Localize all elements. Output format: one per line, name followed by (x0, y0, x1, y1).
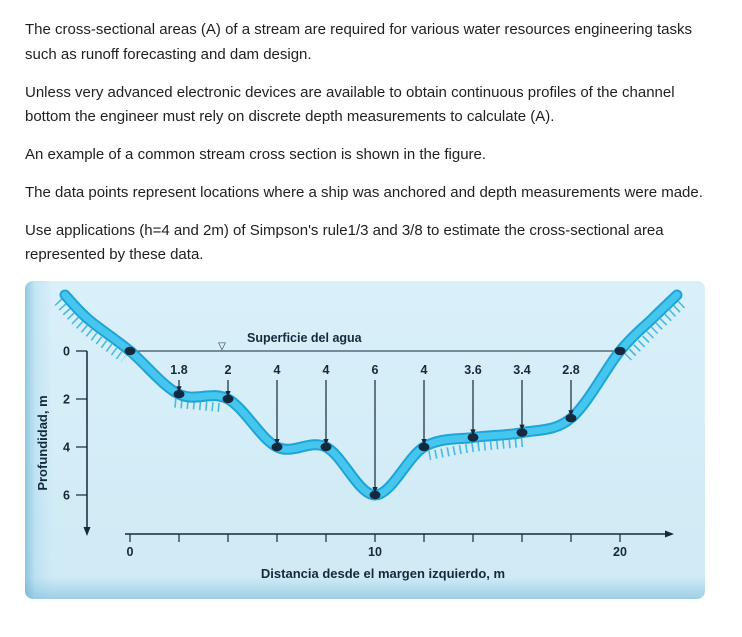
paragraph-measurement: Unless very advanced electronic devices … (25, 83, 675, 126)
problem-text: The cross-sectional areas (A) of a strea… (25, 18, 722, 268)
data-point (320, 442, 332, 452)
problem-page: The cross-sectional areas (A) of a strea… (25, 18, 722, 599)
paragraph-datapoints: The data points represent locations wher… (25, 183, 703, 201)
data-point (222, 394, 234, 404)
stream-cross-section-figure: 1.8 2 4 4 6 4 3.6 3.4 2.8 ▽ Superficie del agua 0 2 4… (25, 281, 705, 599)
depth-value-label: 6 (372, 363, 379, 377)
depth-value-label: 2.8 (562, 363, 579, 377)
data-point (467, 433, 479, 442)
depth-value-label: 4 (323, 363, 330, 377)
sounding-arrowhead (323, 439, 329, 446)
bank-hatching (174, 398, 224, 413)
sounding-arrowhead (372, 487, 378, 494)
data-point (418, 442, 430, 452)
y-tick-label: 0 (63, 345, 70, 359)
depth-value-label: 3.4 (513, 363, 530, 377)
x-axis-title: Distancia desde el margen izquierdo, m (261, 566, 505, 581)
y-tick-label: 6 (63, 489, 70, 503)
paragraph-task: Use applications (h=4 and 2m) of Simpson… (25, 221, 664, 264)
depth-value-label: 3.6 (464, 363, 481, 377)
water-surface-marker-icon: ▽ (218, 341, 226, 352)
sounding-arrowhead (421, 439, 427, 446)
depth-value-label: 4 (274, 363, 281, 377)
channel-bottom-outline (59, 289, 683, 501)
paragraph-intro: The cross-sectional areas (A) of a strea… (25, 21, 692, 63)
bank-hatching (624, 298, 688, 361)
data-point (271, 442, 283, 452)
data-point (173, 390, 185, 399)
data-point (124, 346, 136, 356)
y-tick-label: 4 (63, 441, 70, 455)
sounding-arrowhead (519, 424, 525, 432)
depth-value-label: 1.8 (170, 363, 187, 377)
water-surface-label: Superficie del agua (247, 331, 363, 345)
x-tick-label: 20 (613, 545, 627, 559)
y-axis-title: Profundidad, m (35, 395, 50, 490)
x-tick-label: 0 (127, 545, 134, 559)
sounding-arrowhead (568, 410, 574, 417)
depth-value-label: 4 (421, 363, 428, 377)
sounding-arrowhead (176, 386, 182, 393)
y-axis-arrowhead (83, 527, 91, 536)
paragraph-example: An example of a common stream cross sect… (25, 146, 487, 163)
data-point (516, 428, 528, 437)
data-point (369, 490, 381, 500)
data-point (565, 414, 577, 423)
x-axis-arrowhead (665, 530, 674, 538)
sounding-arrowhead (274, 439, 280, 446)
y-tick-label: 2 (63, 393, 70, 407)
sounding-arrowhead (225, 391, 231, 398)
data-point (614, 346, 626, 356)
bank-hatching (54, 298, 127, 363)
sounding-arrowhead (470, 429, 476, 436)
cross-section-chart: 1.8 2 4 4 6 4 3.6 3.4 2.8 ▽ Superficie del agua 0 2 4… (35, 289, 688, 581)
depth-value-label: 2 (225, 363, 232, 377)
x-tick-label: 10 (368, 545, 382, 559)
